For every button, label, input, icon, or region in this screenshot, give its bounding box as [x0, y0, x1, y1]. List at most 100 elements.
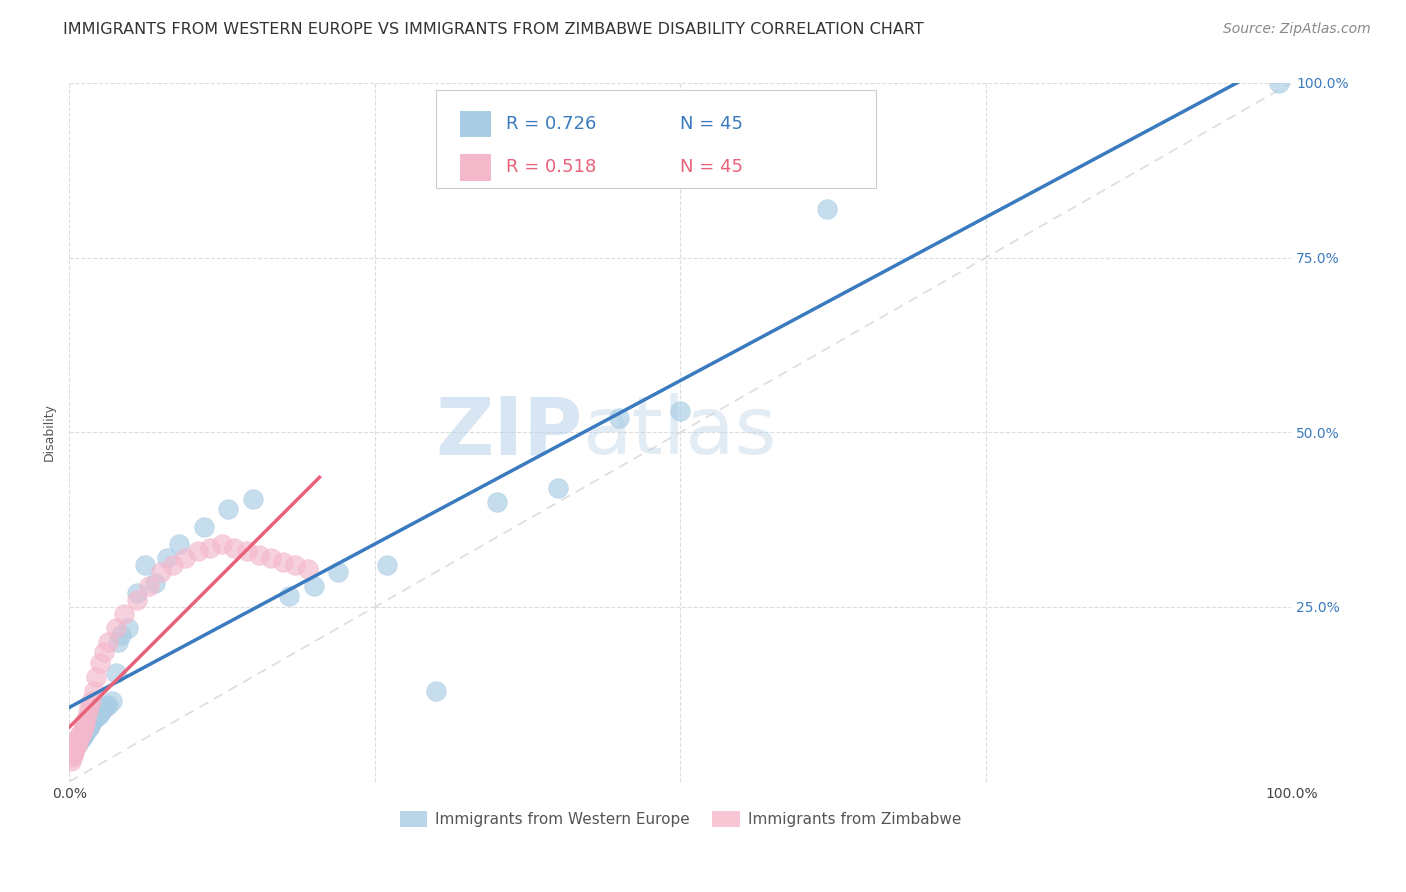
Point: [67, 734, 90, 748]
Point: [62, 743, 84, 757]
Point: [93, 701, 115, 715]
Point: [72, 729, 94, 743]
Point: [65, 741, 87, 756]
Point: [425, 683, 447, 698]
Text: R = 0.518: R = 0.518: [506, 159, 596, 177]
Point: [76, 705, 98, 719]
Point: [67, 731, 90, 746]
Text: IMMIGRANTS FROM WESTERN EUROPE VS IMMIGRANTS FROM ZIMBABWE DISABILITY CORRELATIO: IMMIGRANTS FROM WESTERN EUROPE VS IMMIGR…: [63, 22, 924, 37]
Point: [65, 739, 87, 754]
Point: [83, 712, 105, 726]
Point: [66, 734, 89, 748]
Point: [486, 495, 509, 509]
Point: [93, 645, 115, 659]
FancyBboxPatch shape: [460, 111, 491, 137]
Point: [198, 541, 221, 555]
Y-axis label: Disability: Disability: [44, 403, 56, 461]
Point: [63, 745, 86, 759]
Point: [104, 621, 127, 635]
FancyBboxPatch shape: [436, 90, 876, 187]
Point: [224, 541, 246, 555]
Point: [547, 481, 569, 495]
Text: N = 45: N = 45: [681, 115, 744, 133]
Point: [77, 699, 100, 714]
Point: [84, 670, 107, 684]
Point: [77, 720, 100, 734]
Point: [302, 579, 325, 593]
Point: [138, 579, 160, 593]
Point: [607, 411, 630, 425]
Point: [80, 694, 103, 708]
Point: [70, 725, 93, 739]
Point: [107, 635, 129, 649]
Text: Source: ZipAtlas.com: Source: ZipAtlas.com: [1223, 22, 1371, 37]
Point: [110, 628, 132, 642]
Point: [60, 750, 83, 764]
Point: [669, 404, 692, 418]
Point: [1268, 76, 1291, 90]
Point: [375, 558, 398, 572]
Legend: Immigrants from Western Europe, Immigrants from Zimbabwe: Immigrants from Western Europe, Immigran…: [394, 805, 967, 833]
Point: [101, 694, 124, 708]
Point: [284, 558, 307, 572]
Point: [79, 719, 101, 733]
Text: atlas: atlas: [582, 393, 778, 471]
Point: [156, 551, 179, 566]
Point: [217, 502, 239, 516]
Point: [67, 729, 90, 743]
Point: [89, 656, 111, 670]
Point: [76, 723, 98, 737]
Point: [62, 747, 84, 761]
Point: [271, 555, 294, 569]
Point: [62, 748, 84, 763]
Point: [112, 607, 135, 621]
Text: ZIP: ZIP: [436, 393, 582, 471]
Point: [66, 736, 89, 750]
Point: [211, 537, 233, 551]
Point: [83, 683, 105, 698]
Point: [235, 544, 257, 558]
Point: [59, 754, 82, 768]
Point: [75, 715, 97, 730]
Point: [174, 551, 197, 566]
Point: [65, 739, 87, 754]
Point: [97, 698, 120, 712]
Point: [104, 666, 127, 681]
FancyBboxPatch shape: [460, 154, 491, 181]
Point: [73, 727, 96, 741]
Text: R = 0.726: R = 0.726: [506, 115, 596, 133]
Point: [149, 565, 172, 579]
Point: [242, 491, 264, 506]
Point: [75, 712, 97, 726]
Point: [69, 732, 91, 747]
Point: [97, 635, 120, 649]
Point: [70, 731, 93, 746]
Point: [134, 558, 156, 572]
Point: [66, 739, 89, 753]
Point: [63, 743, 86, 757]
Point: [117, 621, 139, 635]
Point: [66, 739, 89, 753]
Point: [169, 537, 191, 551]
Point: [66, 732, 89, 747]
Point: [260, 551, 283, 566]
Point: [815, 202, 838, 216]
Point: [278, 590, 301, 604]
Point: [84, 710, 107, 724]
Point: [125, 593, 148, 607]
Point: [72, 723, 94, 737]
Point: [247, 548, 270, 562]
Point: [80, 715, 103, 730]
Point: [94, 699, 117, 714]
Text: N = 45: N = 45: [681, 159, 744, 177]
Point: [143, 575, 166, 590]
Point: [193, 519, 215, 533]
Point: [90, 705, 112, 719]
Point: [75, 725, 97, 739]
Point: [125, 586, 148, 600]
Point: [328, 565, 350, 579]
Point: [73, 719, 96, 733]
Point: [162, 558, 184, 572]
Point: [69, 727, 91, 741]
Point: [66, 736, 89, 750]
